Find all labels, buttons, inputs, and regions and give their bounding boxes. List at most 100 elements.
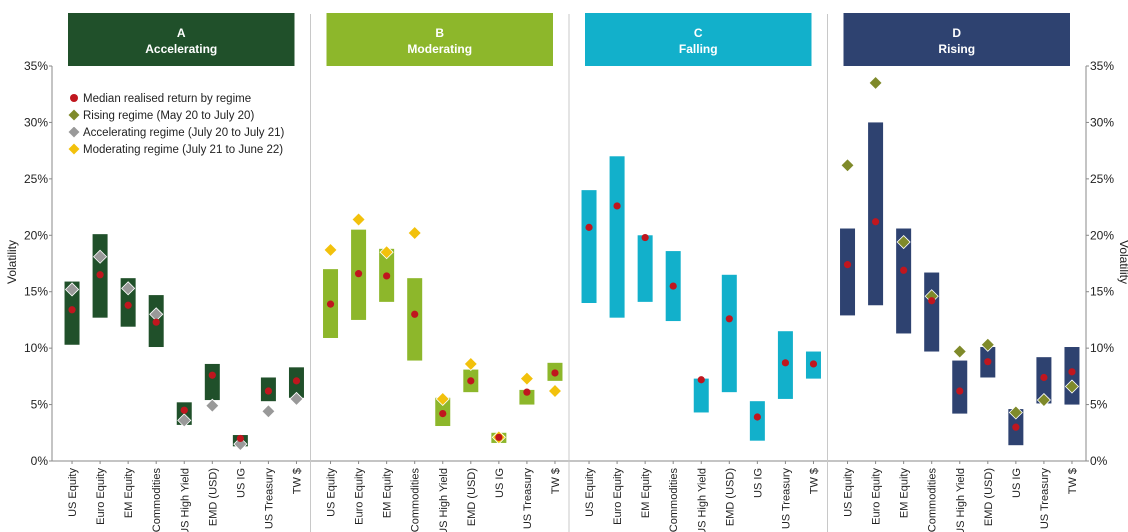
regime-diamond-marker bbox=[289, 391, 304, 406]
median-marker bbox=[326, 300, 335, 308]
y-tick-label: 5% bbox=[31, 398, 49, 412]
median-marker bbox=[354, 270, 363, 278]
median-marker bbox=[1040, 373, 1048, 382]
median-marker bbox=[383, 272, 391, 280]
legend-circle-marker bbox=[70, 94, 78, 102]
y-axis-label: Volatility bbox=[5, 240, 19, 284]
x-tick-label: Euro Equity bbox=[354, 468, 366, 525]
x-tick-label: US High Yield bbox=[179, 468, 191, 532]
x-tick-label: US Treasury bbox=[780, 468, 792, 530]
median-marker bbox=[928, 297, 936, 305]
y-tick-label: 20% bbox=[24, 228, 48, 242]
median-marker bbox=[641, 233, 649, 242]
range-bar bbox=[1064, 347, 1080, 405]
range-bar bbox=[609, 156, 625, 318]
regime-diamond-marker bbox=[868, 75, 883, 90]
regime-diamond-marker bbox=[1064, 379, 1080, 394]
regime-diamond-marker bbox=[547, 383, 563, 399]
range-bar bbox=[693, 378, 709, 413]
x-tick-label: EMD (USD) bbox=[466, 468, 478, 526]
median-marker bbox=[180, 406, 188, 414]
legend-diamond-marker bbox=[67, 142, 81, 156]
y2-tick-label: 10% bbox=[1090, 341, 1114, 355]
panel-letter: A bbox=[177, 26, 186, 40]
median-marker bbox=[613, 202, 621, 210]
regime-diamond-marker bbox=[261, 404, 276, 419]
range-bar bbox=[952, 360, 968, 414]
regime-diamond-marker bbox=[323, 242, 338, 258]
regime-diamond-marker bbox=[463, 356, 478, 372]
y-tick-label: 15% bbox=[24, 285, 48, 299]
x-tick-label: US Equity bbox=[843, 468, 855, 517]
range-bar bbox=[924, 272, 940, 352]
x-tick-label: EMD (USD) bbox=[724, 468, 736, 526]
panel-header bbox=[843, 13, 1070, 66]
median-marker bbox=[669, 282, 677, 290]
median-marker bbox=[523, 388, 531, 396]
median-marker bbox=[208, 371, 216, 379]
panel-title: Falling bbox=[679, 42, 718, 56]
y2-tick-label: 0% bbox=[1090, 454, 1108, 468]
regime-diamond-marker bbox=[177, 413, 192, 428]
legend-entry: Rising regime (May 20 to July 20) bbox=[83, 110, 254, 122]
median-marker bbox=[843, 261, 852, 269]
panel-title: Accelerating bbox=[145, 42, 217, 56]
regime-diamond-marker bbox=[435, 391, 450, 406]
y2-tick-label: 5% bbox=[1090, 398, 1108, 412]
panel-rising: D Rising US Equity Euro Equity EM Equity Comm… bbox=[827, 13, 1080, 532]
median-marker bbox=[697, 376, 705, 384]
panel-header bbox=[585, 13, 812, 66]
regime-diamond-marker bbox=[205, 398, 220, 413]
median-marker bbox=[495, 433, 503, 441]
x-tick-label: Euro Equity bbox=[612, 468, 624, 525]
panel-header bbox=[326, 13, 553, 66]
median-marker bbox=[900, 266, 908, 274]
median-marker bbox=[1068, 368, 1076, 376]
median-marker bbox=[725, 315, 733, 323]
median-marker bbox=[809, 360, 818, 368]
y-tick-label: 25% bbox=[24, 172, 48, 186]
panel-letter: B bbox=[435, 26, 444, 40]
median-marker bbox=[984, 358, 992, 366]
range-bar bbox=[519, 389, 535, 405]
regime-diamond-marker bbox=[379, 245, 394, 260]
median-marker bbox=[871, 218, 880, 226]
y-tick-label: 30% bbox=[24, 115, 48, 129]
y2-tick-label: 25% bbox=[1090, 172, 1114, 186]
x-tick-label: TW $ bbox=[550, 468, 562, 494]
panel-header bbox=[68, 13, 295, 66]
x-tick-label: TW $ bbox=[808, 468, 820, 494]
regime-diamond-marker bbox=[1008, 405, 1023, 420]
x-tick-label: US Equity bbox=[67, 468, 79, 517]
regime-diamond-marker bbox=[519, 371, 534, 386]
regime-diamond-marker bbox=[121, 281, 136, 296]
x-tick-label: Commodities bbox=[668, 468, 680, 532]
panels-layer: A Accelerating US Equity Euro Equity EM Equi… bbox=[64, 13, 1080, 532]
regime-diamond-marker bbox=[980, 337, 995, 352]
x-tick-label: EMD (USD) bbox=[207, 468, 219, 526]
median-marker bbox=[292, 377, 301, 385]
panel-letter: C bbox=[694, 26, 703, 40]
x-tick-label: TW $ bbox=[1067, 468, 1079, 494]
x-tick-label: EM Equity bbox=[123, 468, 135, 519]
median-marker bbox=[124, 301, 132, 309]
x-tick-label: EMD (USD) bbox=[983, 468, 995, 526]
regime-diamond-marker bbox=[64, 282, 80, 297]
regime-diamond-marker bbox=[407, 225, 422, 241]
x-tick-label: US Treasury bbox=[1039, 468, 1051, 530]
panel-title: Moderating bbox=[407, 42, 472, 56]
x-tick-label: EM Equity bbox=[640, 468, 652, 519]
x-tick-label: US IG bbox=[235, 468, 247, 498]
median-marker bbox=[439, 410, 447, 418]
range-bar bbox=[840, 228, 856, 316]
x-tick-label: US Treasury bbox=[522, 468, 534, 530]
range-bar bbox=[749, 401, 765, 441]
x-tick-label: US Treasury bbox=[263, 468, 275, 530]
x-tick-label: US IG bbox=[494, 468, 506, 498]
regime-diamond-marker bbox=[840, 158, 855, 173]
legend: Median realised return by regime Rising r… bbox=[67, 93, 285, 156]
regime-diamond-marker bbox=[93, 249, 108, 264]
x-tick-label: Commodities bbox=[151, 468, 163, 532]
panel-title: Rising bbox=[938, 42, 975, 56]
regime-diamond-marker bbox=[1036, 392, 1051, 408]
